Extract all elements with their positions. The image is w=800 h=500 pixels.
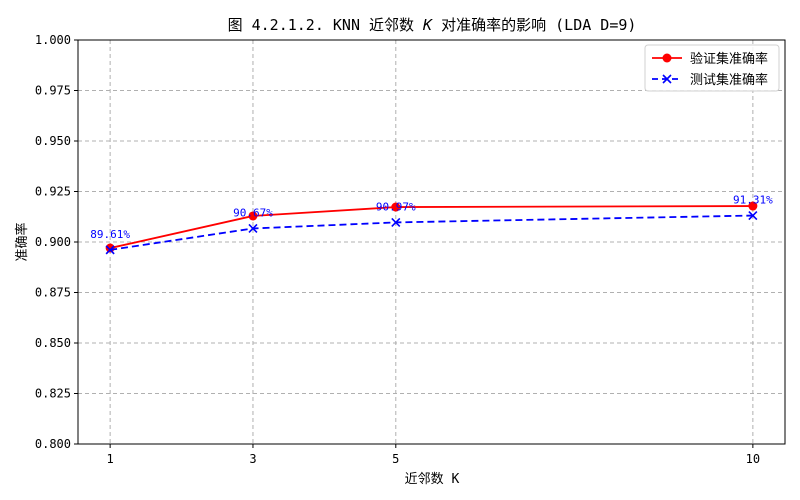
legend-marker-1 bbox=[662, 74, 672, 84]
x-tick-label: 1 bbox=[107, 452, 114, 466]
data-label: 90.97% bbox=[376, 200, 416, 213]
x-tick-label: 10 bbox=[746, 452, 760, 466]
y-tick-label: 0.850 bbox=[35, 336, 71, 350]
data-point-0 bbox=[248, 211, 258, 221]
series-line-0 bbox=[109, 205, 753, 249]
x-axis-label: 近邻数 K bbox=[405, 472, 460, 487]
data-point-1 bbox=[248, 223, 258, 234]
data-point-0 bbox=[105, 243, 115, 253]
legend-label: 验证集准确率 bbox=[690, 51, 768, 67]
x-tick-label: 3 bbox=[249, 452, 256, 466]
series-line-1 bbox=[110, 214, 753, 251]
data-point-1 bbox=[391, 217, 401, 227]
x-marker-icon bbox=[105, 245, 115, 255]
axes-frame bbox=[77, 39, 786, 445]
y-tick-label: 0.825 bbox=[35, 387, 71, 401]
x-marker-icon bbox=[248, 223, 258, 234]
y-tick-label: 0.975 bbox=[35, 84, 71, 98]
legend-marker-0 bbox=[662, 53, 672, 63]
legend-label: 测试集准确率 bbox=[690, 72, 768, 88]
y-tick-label: 0.925 bbox=[35, 185, 71, 199]
legend-box bbox=[644, 44, 780, 92]
x-marker-icon bbox=[748, 210, 758, 221]
data-label: 90.67% bbox=[233, 206, 273, 219]
x-tick-label: 5 bbox=[392, 452, 399, 466]
chart-title: 图 4.2.1.2. KNN 近邻数 K 对准确率的影响 (LDA D=9) bbox=[228, 16, 637, 34]
x-marker-icon bbox=[662, 74, 672, 84]
y-tick-label: 0.900 bbox=[35, 235, 71, 249]
data-point-1 bbox=[748, 210, 758, 221]
data-point-0 bbox=[748, 201, 758, 211]
y-tick-label: 0.875 bbox=[35, 286, 71, 300]
data-point-0 bbox=[391, 202, 401, 212]
data-point-1 bbox=[105, 245, 115, 255]
data-label: 89.61% bbox=[90, 228, 130, 241]
data-label: 91.31% bbox=[733, 194, 773, 207]
x-marker-icon bbox=[391, 217, 401, 227]
y-tick-label: 0.800 bbox=[35, 437, 71, 451]
y-tick-label: 1.000 bbox=[35, 33, 71, 47]
y-tick-label: 0.950 bbox=[35, 134, 71, 148]
y-axis-label: 准确率 bbox=[14, 222, 30, 261]
